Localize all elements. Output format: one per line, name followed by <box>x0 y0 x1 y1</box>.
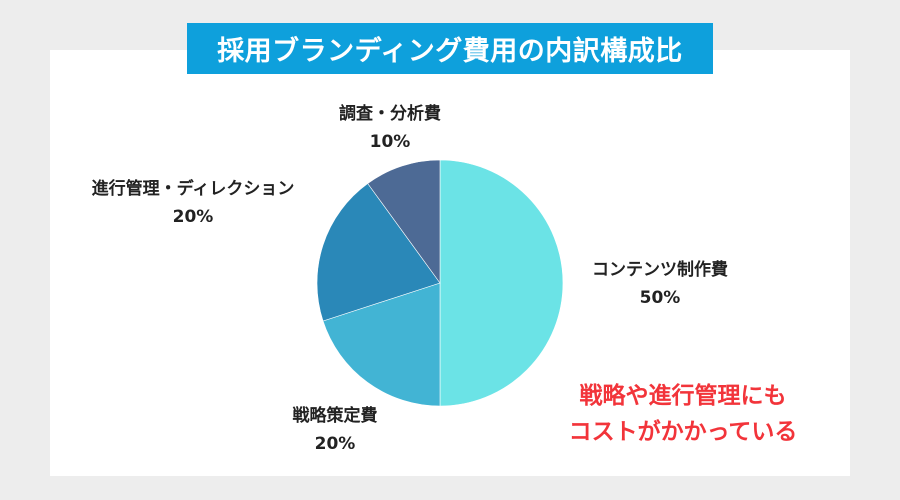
label-content: コンテンツ制作費 50% <box>592 260 728 308</box>
pie-slice <box>317 183 441 322</box>
pie-slice <box>322 282 441 406</box>
chart-title: 採用ブランディング費用の内訳構成比 <box>187 23 713 74</box>
pie-chart <box>317 160 563 406</box>
label-research: 調査・分析費 10% <box>339 104 441 152</box>
pie-slice <box>439 160 563 406</box>
label-strategy: 戦略策定費 20% <box>292 406 378 454</box>
label-direction: 進行管理・ディレクション 20% <box>91 179 295 227</box>
annotation-note: 戦略や進行管理にも コストがかかっている <box>568 383 798 445</box>
pie-slice <box>367 160 441 284</box>
